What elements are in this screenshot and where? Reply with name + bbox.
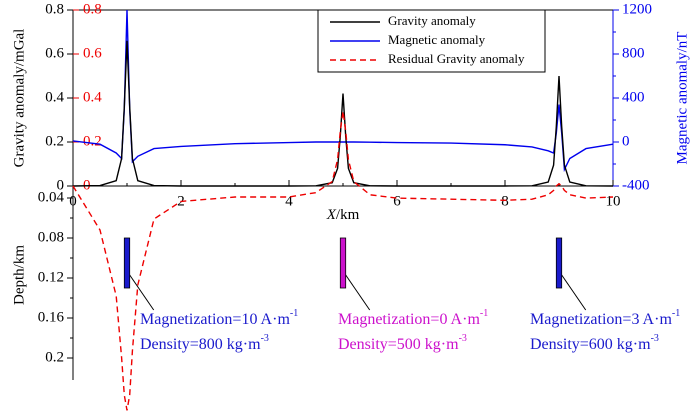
magnetization-label: Magnetization=3 A·m-1 xyxy=(530,308,680,327)
y-axis-title: Gravity anomaly/mGal xyxy=(11,29,27,168)
depth-axis-title: Depth/km xyxy=(11,245,27,305)
legend-label: Residual Gravity anomaly xyxy=(388,51,525,66)
leader-line xyxy=(561,274,587,311)
density-text: Density=500 kg·m xyxy=(338,336,459,353)
y2-tick-label: 400 xyxy=(622,89,645,105)
y-tick-label: 0.6 xyxy=(45,45,64,61)
density-text: Density=600 kg·m xyxy=(530,336,651,353)
magnetization-sup: -1 xyxy=(480,308,488,319)
depth-tick-label: 0.16 xyxy=(38,309,65,325)
magnetization-text: Magnetization=3 A·m xyxy=(530,311,672,328)
y3-tick-label: 0.6 xyxy=(83,45,102,61)
legend-label: Gravity anomaly xyxy=(388,13,476,28)
density-text: Density=800 kg·m xyxy=(140,336,261,353)
y2-tick-label: 0 xyxy=(622,133,630,149)
x-axis-title-italic: X xyxy=(326,207,337,223)
y3-tick-label: 0.8 xyxy=(83,1,102,17)
y-tick-label: 0 xyxy=(57,177,65,193)
magnetization-label: Magnetization=0 A·m-1 xyxy=(338,308,488,327)
leader-line xyxy=(129,274,155,311)
y2-tick-label: 1200 xyxy=(622,1,652,17)
body xyxy=(123,237,131,289)
depth-tick-label: 0.08 xyxy=(38,229,64,245)
x-axis-title-rest: /km xyxy=(336,207,360,223)
y-tick-label: 0.8 xyxy=(45,1,64,17)
x-tick-label: 10 xyxy=(606,193,621,209)
series-line xyxy=(72,111,614,411)
density-sup: -3 xyxy=(651,333,659,344)
body xyxy=(555,237,563,289)
x-tick-label: 4 xyxy=(285,193,293,209)
x-tick-label: 6 xyxy=(393,193,401,209)
y-tick-label: 0.4 xyxy=(45,89,64,105)
depth-tick-label: 0.12 xyxy=(38,269,64,285)
x-tick-label: 0 xyxy=(69,193,77,209)
y3-tick-label: 0.2 xyxy=(83,133,102,149)
density-sup: -3 xyxy=(261,333,269,344)
magnetization-text: Magnetization=0 A·m xyxy=(338,311,480,328)
depth-tick-label: 0.2 xyxy=(45,349,64,365)
y3-tick-label: 0.4 xyxy=(83,89,102,105)
y2-axis-title: Magnetic anomaly/nT xyxy=(674,32,690,165)
x-axis-title: X/km xyxy=(326,207,360,223)
y2-tick-label: 800 xyxy=(622,45,645,61)
y-tick-label: 0.2 xyxy=(45,133,64,149)
density-label: Density=600 kg·m-3 xyxy=(530,333,659,352)
legend-label: Magnetic anomaly xyxy=(388,32,486,47)
y2-tick-label: -400 xyxy=(622,177,650,193)
series-line xyxy=(72,40,614,187)
magnetization-sup: -1 xyxy=(672,308,680,319)
magnetization-text: Magnetization=10 A·m xyxy=(140,311,290,328)
magnetization-label: Magnetization=10 A·m-1 xyxy=(140,308,298,327)
leader-line xyxy=(345,274,371,311)
density-sup: -3 xyxy=(459,333,467,344)
x-tick-label: 8 xyxy=(501,193,509,209)
magnetization-sup: -1 xyxy=(290,308,298,319)
density-label: Density=800 kg·m-3 xyxy=(140,333,269,352)
depth-tick-label: 0.04 xyxy=(38,189,65,205)
body xyxy=(339,237,347,289)
density-label: Density=500 kg·m-3 xyxy=(338,333,467,352)
